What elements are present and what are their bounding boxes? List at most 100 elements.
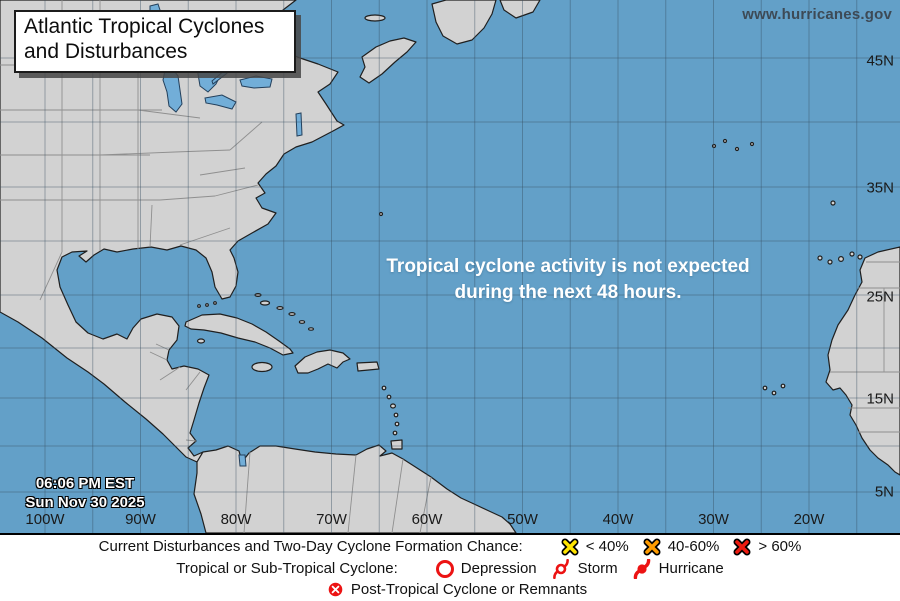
lake-ontario — [239, 75, 273, 89]
lon-label: 60W — [411, 511, 443, 528]
lat-lon-grid — [0, 0, 900, 533]
bahamas-island — [288, 312, 296, 317]
cape-verde-island — [762, 385, 768, 391]
cape-verde-island — [771, 390, 777, 396]
bahamas-island — [254, 293, 262, 298]
florida-keys — [213, 301, 217, 305]
lon-label: 70W — [316, 511, 347, 528]
storm-swirl-icon — [551, 558, 571, 579]
lesser-antilles-island — [381, 385, 387, 391]
x-marker-medium-icon — [643, 538, 661, 556]
lake-maracaibo — [238, 454, 247, 467]
atlantic-basin-map: Atlantic Tropical Cyclones and Disturban… — [0, 0, 900, 533]
lesser-antilles-island — [394, 421, 400, 427]
lon-label: 80W — [220, 511, 252, 528]
lat-label: 5N — [874, 483, 894, 501]
legend-item-hurricane: Hurricane — [632, 558, 724, 579]
legend-row-cyclone-types: Tropical or Sub-Tropical Cyclone: Depres… — [176, 558, 724, 579]
anticosti-island — [364, 14, 386, 22]
legend-item-label: > 60% — [758, 538, 802, 556]
legend-item-depression: Depression — [435, 559, 537, 578]
lake-erie — [204, 94, 237, 110]
canary-island — [827, 259, 833, 265]
florida-keys — [197, 304, 201, 308]
lesser-antilles-island — [386, 394, 392, 400]
cape-verde-island — [780, 383, 786, 389]
lesser-antilles-island — [393, 412, 399, 418]
outlook-message: Tropical cyclone activity is not expecte… — [352, 254, 784, 306]
lat-label: 25N — [866, 288, 894, 306]
lon-label: 50W — [507, 511, 538, 528]
jamaica-island — [251, 361, 273, 373]
nova-scotia — [359, 37, 417, 84]
canary-island — [817, 255, 823, 261]
legend-row-post-tropical: Post-Tropical Cyclone or Remnants — [313, 581, 587, 598]
bahamas-island — [259, 300, 271, 306]
hurricane-icon — [632, 558, 652, 579]
legend-item-40: < 40% — [561, 538, 629, 556]
lat-label: 45N — [866, 52, 894, 70]
outlook-message-line1: Tropical cyclone activity is not expecte… — [386, 256, 750, 277]
issuance-date: Sun Nov 30 2025 — [25, 494, 145, 511]
lon-label: 90W — [125, 511, 156, 528]
legend-item-label: 40-60% — [667, 538, 720, 556]
lesser-antilles-island — [392, 430, 398, 436]
outlook-message-line2: during the next 48 hours. — [454, 282, 682, 303]
azores-island — [711, 143, 717, 149]
x-marker-high-icon — [733, 538, 751, 556]
legend-item-60: > 60% — [733, 538, 801, 556]
canary-island — [837, 256, 844, 263]
lat-label: 15N — [866, 390, 894, 408]
canary-island — [857, 254, 863, 260]
south-america-landmass — [193, 444, 517, 533]
africa-landmass — [825, 246, 900, 476]
legend-item-storm: Storm — [551, 558, 618, 579]
lat-label: 35N — [866, 179, 894, 197]
azores-island — [749, 141, 755, 147]
map-legend: Current Disturbances and Two-Day Cyclone… — [0, 533, 900, 601]
basin-map-graphic — [0, 0, 900, 533]
formation-chance-label: Current Disturbances and Two-Day Cyclone… — [98, 538, 523, 556]
canary-island — [849, 251, 855, 257]
bahamas-island — [308, 327, 315, 331]
hispaniola-island — [294, 349, 351, 374]
florida-keys — [205, 303, 209, 307]
cyclone-type-label: Tropical or Sub-Tropical Cyclone: — [176, 560, 398, 577]
map-title: Atlantic Tropical Cyclones and Disturban… — [24, 15, 265, 63]
azores-island — [722, 138, 728, 144]
puerto-rico-island — [356, 361, 380, 372]
lon-label: 100W — [25, 511, 65, 528]
bahamas-island — [298, 320, 306, 324]
madeira-island — [830, 200, 836, 206]
lesser-antilles-island — [390, 403, 397, 409]
north-america-landmass — [0, 0, 345, 463]
legend-item-label: < 40% — [585, 538, 629, 556]
legend-row-formation-chance: Current Disturbances and Two-Day Cyclone… — [98, 538, 801, 556]
azores-island — [734, 146, 740, 152]
depression-circle-icon — [435, 559, 454, 578]
legend-item-label: Post-Tropical Cyclone or Remnants — [350, 581, 588, 599]
newfoundland-island — [431, 0, 497, 45]
lake-champlain — [295, 112, 303, 137]
website-label: www.hurricanes.gov — [742, 6, 892, 23]
lon-label: 20W — [793, 511, 825, 528]
cuba-island — [184, 313, 294, 356]
legend-item-label: Storm — [577, 560, 618, 577]
legend-item-label: Depression — [460, 560, 537, 577]
legend-item-post-tropical-cyclone-or-remnants: Post-Tropical Cyclone or Remnants — [327, 581, 587, 598]
issuance-timestamp: 06:06 PM EST Sun Nov 30 2025 — [20, 474, 150, 512]
lon-label: 40W — [602, 511, 634, 528]
bermuda-island — [378, 211, 384, 217]
political-borders — [0, 0, 900, 533]
x-marker-low-icon — [561, 538, 579, 556]
issuance-time: 06:06 PM EST — [35, 475, 135, 492]
newfoundland-north — [499, 0, 541, 19]
lon-label: 30W — [698, 511, 729, 528]
map-title-box: Atlantic Tropical Cyclones and Disturban… — [14, 10, 296, 73]
post-tropical-circled-x-icon — [327, 581, 344, 598]
legend-item-40-60: 40-60% — [643, 538, 720, 556]
trinidad-island — [390, 439, 403, 450]
land-masses — [0, 0, 900, 533]
legend-item-label: Hurricane — [658, 560, 724, 577]
